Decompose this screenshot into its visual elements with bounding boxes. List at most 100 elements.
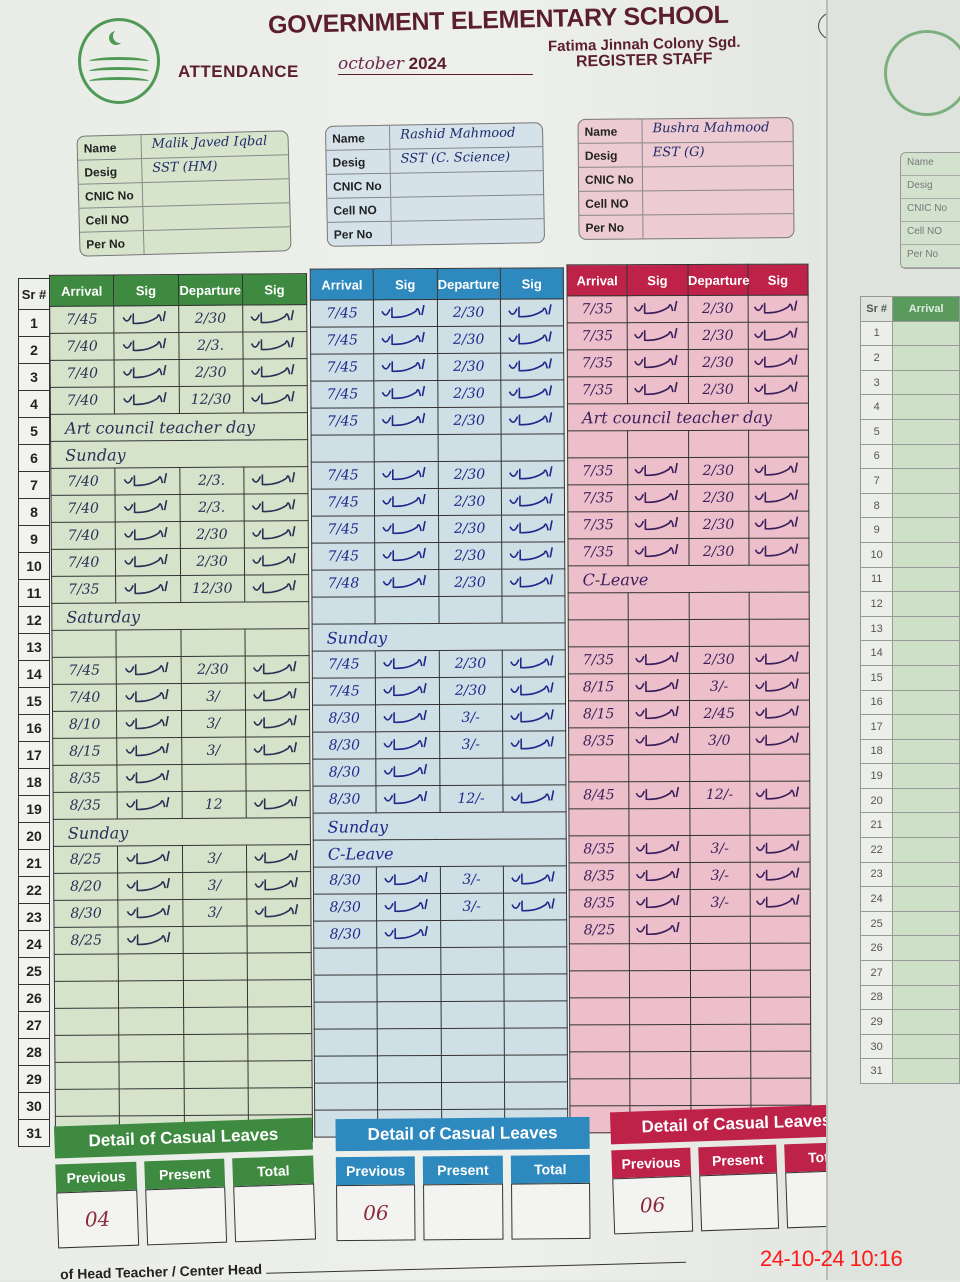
signature-mark xyxy=(122,310,166,325)
table-row: 7/35 2/30 xyxy=(567,511,809,539)
arrival-signature xyxy=(377,1082,442,1110)
card-value-per xyxy=(392,219,544,245)
col-header-arrival: Arrival xyxy=(49,274,114,307)
arrival-signature xyxy=(627,322,688,350)
signature-mark xyxy=(382,412,426,427)
next-serial-number: 15 xyxy=(859,664,894,691)
next-serial-number: 8 xyxy=(859,492,894,519)
card-label-name: Name xyxy=(77,135,143,160)
table-row: 7/45 2/30 xyxy=(311,541,565,571)
arrival-signature xyxy=(629,997,691,1025)
table-row xyxy=(568,808,810,836)
arrival-time xyxy=(569,997,630,1025)
school-title: GOVERNMENT ELEMENTARY SCHOOL xyxy=(267,0,729,40)
next-row: 21 xyxy=(859,812,960,839)
signature-mark xyxy=(252,580,297,594)
leave-value-previous: 04 xyxy=(56,1189,139,1249)
card-value-name: Bushra Mahmood xyxy=(652,120,770,137)
serial-row: 24 xyxy=(18,930,50,958)
departure-time: 3/- xyxy=(439,866,504,894)
photo-timestamp: 24-10-24 10:16 xyxy=(760,1246,903,1271)
signature-mark xyxy=(382,520,427,535)
next-row: 20 xyxy=(859,787,960,814)
card-label-cell: Cell NO xyxy=(579,191,644,215)
card-value-cnic xyxy=(391,171,543,197)
arrival-time: 7/40 xyxy=(52,683,117,712)
head-signature-label: of Head Teacher / Center Head xyxy=(59,1260,263,1282)
next-serial-number: 17 xyxy=(859,714,894,740)
next-arrival-cell xyxy=(892,910,960,937)
arrival-time: 7/45 xyxy=(311,542,376,571)
table-row: 8/15 3/ xyxy=(52,736,310,766)
card-value-desig: SST (HM) xyxy=(152,159,218,176)
card-label-per: Per No xyxy=(579,215,644,239)
col-header-sig-out: Sig xyxy=(242,273,307,306)
table-row: 8/15 2/45 xyxy=(568,700,810,728)
signature-mark xyxy=(126,850,170,865)
table-row: 8/30 12/- xyxy=(312,784,567,814)
signature-mark xyxy=(253,661,297,675)
arrival-time xyxy=(569,1051,631,1079)
arrival-time: 7/45 xyxy=(310,299,374,328)
arrival-time: 8/35 xyxy=(52,764,118,793)
departure-signature xyxy=(750,1024,811,1052)
table-row: 7/40 2/3. xyxy=(49,331,308,361)
serial-row: 20 xyxy=(18,822,50,850)
arrival-signature xyxy=(114,359,179,387)
signature-mark xyxy=(383,682,428,697)
arrival-time: 7/35 xyxy=(567,376,628,404)
next-serial-number: 23 xyxy=(859,861,894,888)
day-note: Sunday xyxy=(312,622,566,652)
table-row: 7/35 2/30 xyxy=(567,322,809,350)
departure-signature xyxy=(749,700,810,728)
arrival-time xyxy=(314,1028,378,1057)
signature-mark xyxy=(755,786,800,800)
arrival-signature xyxy=(375,704,440,732)
table-row xyxy=(313,973,568,1003)
departure-signature xyxy=(502,757,566,786)
arrival-signature xyxy=(629,970,691,998)
departure-signature xyxy=(244,547,309,576)
departure-time: 3/- xyxy=(439,731,503,759)
departure-signature xyxy=(244,574,309,603)
next-row: 1 xyxy=(859,320,960,347)
departure-signature xyxy=(243,385,308,414)
signature-mark xyxy=(381,358,426,373)
serial-row: 23 xyxy=(18,903,50,931)
next-serial-number: 1 xyxy=(859,320,894,347)
departure-time: 2/30 xyxy=(688,457,749,485)
next-card-label-desig: Desig xyxy=(901,176,960,199)
next-serial-number: 5 xyxy=(859,418,894,445)
day-note: Sunday xyxy=(53,817,311,847)
card-label-per: Per No xyxy=(327,221,393,246)
signature-mark xyxy=(754,462,799,476)
departure-signature xyxy=(501,514,565,543)
arrival-signature xyxy=(116,629,181,657)
arrival-signature xyxy=(377,974,441,1002)
col-header-arrival: Arrival xyxy=(310,268,374,301)
departure-signature xyxy=(748,511,809,539)
card-label-desig: Desig xyxy=(326,149,391,174)
signature-mark xyxy=(756,867,800,881)
signature-mark xyxy=(124,580,168,595)
year-value: 2024 xyxy=(408,54,447,73)
next-arrival-cell xyxy=(892,492,960,519)
serial-number: 26 xyxy=(18,984,50,1012)
departure-time: 2/30 xyxy=(437,407,501,435)
departure-time xyxy=(689,808,750,836)
arrival-signature xyxy=(377,1055,441,1083)
next-serial-number: 18 xyxy=(859,738,894,765)
next-serial-number: 6 xyxy=(859,443,894,470)
signature-mark xyxy=(508,385,553,399)
arrival-time: 7/35 xyxy=(567,511,629,539)
serial-number: 12 xyxy=(18,606,50,634)
serial-number: 6 xyxy=(18,444,50,472)
arrival-signature xyxy=(375,596,439,624)
next-card-label-cnic: CNIC No xyxy=(901,199,960,222)
table-row: 7/45 2/30 xyxy=(310,352,564,382)
arrival-signature xyxy=(117,845,183,873)
next-arrival-header: Arrival xyxy=(892,296,960,322)
arrival-time xyxy=(314,1082,378,1111)
table-row: 7/45 2/30 xyxy=(312,649,566,679)
next-row: 14 xyxy=(859,640,960,666)
